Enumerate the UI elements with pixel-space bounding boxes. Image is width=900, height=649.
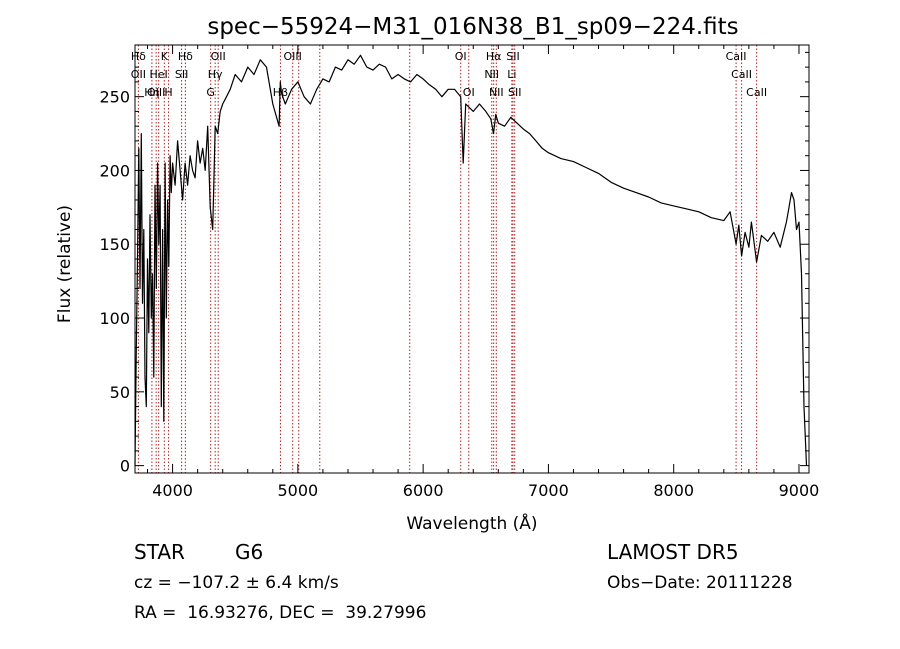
spectral-line-label: SII [506, 50, 519, 63]
observation-date: Obs−Date: 20111228 [607, 573, 793, 593]
spectral-line-label: NII [484, 68, 499, 81]
survey-name: LAMOST DR5 [607, 540, 739, 564]
spectral-line-label: Hα [486, 50, 502, 63]
coordinates: RA = 16.93276, DEC = 39.27996 [134, 603, 427, 623]
plot-frame [134, 44, 810, 474]
spectral-line-label: OII [131, 68, 146, 81]
y-axis-ticks: 0 50 100 150 200 250 [99, 51, 809, 476]
spectral-line-label: OIII [147, 86, 165, 99]
x-tick-label: 4000 [152, 481, 193, 500]
redshift-velocity: cz = −107.2 ± 6.4 km/s [134, 573, 339, 593]
spectral-line-label: CaII [731, 68, 752, 81]
spectral-line-label: H [164, 86, 172, 99]
y-tick-label: 200 [99, 161, 130, 180]
y-tick-label: 250 [99, 88, 130, 107]
spectral-line-label: CaII [746, 86, 767, 99]
y-tick-label: 50 [110, 383, 130, 402]
x-tick-label: 7000 [528, 481, 569, 500]
y-tick-label: 150 [99, 235, 130, 254]
spectral-line-label: OI [463, 86, 475, 99]
object-class: STAR [134, 540, 185, 564]
x-tick-label: 9000 [779, 481, 820, 500]
spectral-line-label: Hδ [178, 50, 193, 63]
spectral-line-label: SII [508, 86, 521, 99]
x-tick-label: 8000 [653, 481, 694, 500]
object-subclass: G6 [235, 540, 264, 564]
spectral-line-label: OII [211, 50, 226, 63]
spectral-line-label: OIII [284, 50, 302, 63]
spectral-line-label: Hγ [208, 68, 223, 81]
x-tick-label: 6000 [403, 481, 444, 500]
y-tick-label: 100 [99, 309, 130, 328]
chart-title: spec−55924−M31_016N38_B1_sp09−224.fits [207, 14, 738, 40]
x-axis-label: Wavelength (Å) [406, 512, 537, 534]
spectral-line-label: HeI [150, 68, 168, 81]
spectrum-line [134, 54, 808, 466]
spectral-line-label: OI [455, 50, 467, 63]
spectral-line-label: Hη [144, 86, 159, 99]
y-axis-label: Flux (relative) [55, 205, 75, 323]
spectral-line-markers [137, 45, 758, 473]
x-axis-ticks: 4000 5000 6000 7000 8000 9000 [147, 45, 820, 500]
spectral-line-label: K [161, 50, 169, 63]
spectral-line-label: SII [175, 68, 188, 81]
y-tick-label: 0 [120, 457, 130, 476]
spectral-line-label: NII [489, 86, 504, 99]
spectral-line-label: CaII [726, 50, 747, 63]
x-tick-label: 5000 [278, 481, 319, 500]
spectral-line-label: Li [507, 68, 516, 81]
spectral-line-label: G [206, 86, 215, 99]
